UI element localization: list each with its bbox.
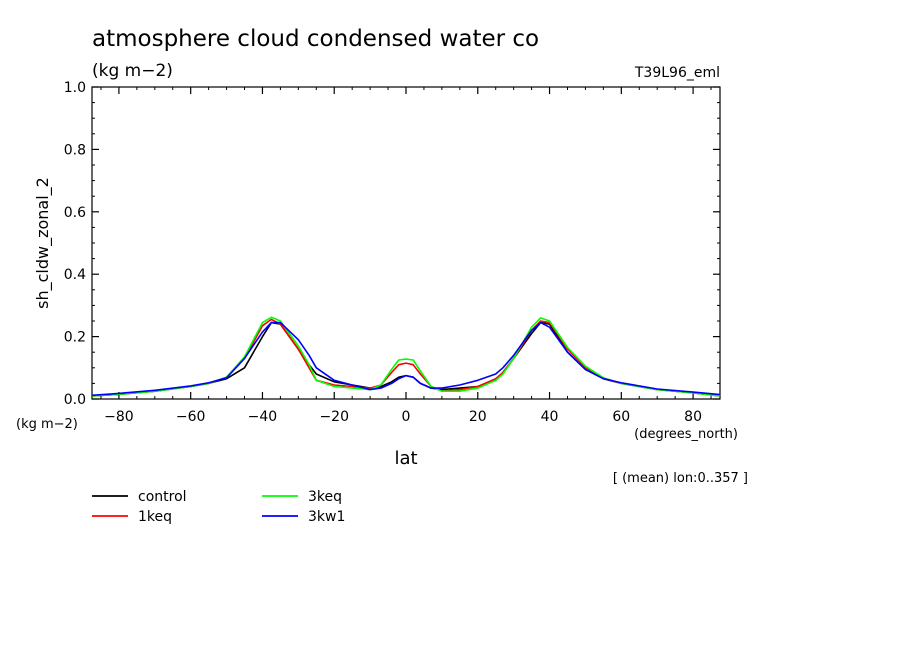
axes: −80 −60 −40 −20 0 20 40 60 80 0.0 0.2 0.4 0.6 0.8 1.0 [64,80,721,425]
x-tick-label: 20 [469,409,487,425]
y-tick-label: 0.6 [64,205,86,221]
y-tick-label: 0.2 [64,330,86,346]
series-line-3kw1 [91,321,721,397]
y-tick-label: 0.0 [64,392,86,408]
x-tick-label: −60 [176,409,206,425]
x-tick-label: 0 [402,409,411,425]
x-axis-units: (degrees_north) [634,427,738,442]
y-axis-label: sh_cldw_zonal_2 [33,177,53,309]
legend-label-3kw1: 3kw1 [308,509,345,525]
x-tick-label: −80 [104,409,134,425]
x-tick-label: 80 [684,409,702,425]
series-line-1keq [91,318,721,397]
run-label: T39L96_eml [634,65,720,81]
y-axis-units: (kg m−2) [16,417,78,432]
x-axis-label: lat [394,448,417,469]
chart-title: atmosphere cloud condensed water co [92,26,539,52]
x-tick-label: 40 [541,409,559,425]
x-tick-label: −40 [248,409,278,425]
legend-label-3keq: 3keq [308,489,342,505]
x-tick-label: 60 [612,409,630,425]
chart-subtitle-units: (kg m−2) [92,61,173,81]
y-tick-label: 0.4 [64,267,86,283]
y-tick-label: 1.0 [64,80,86,96]
legend: control 1keq 3keq 3kw1 [92,489,345,525]
x-tick-label: −20 [319,409,349,425]
averaging-note: [ (mean) lon:0..357 ] [613,471,748,486]
series-line-3keq [91,316,721,397]
plot-frame [91,86,721,400]
legend-label-control: control [138,489,187,505]
series-lines [91,316,721,397]
legend-label-1keq: 1keq [138,509,172,525]
y-tick-label: 0.8 [64,142,86,158]
